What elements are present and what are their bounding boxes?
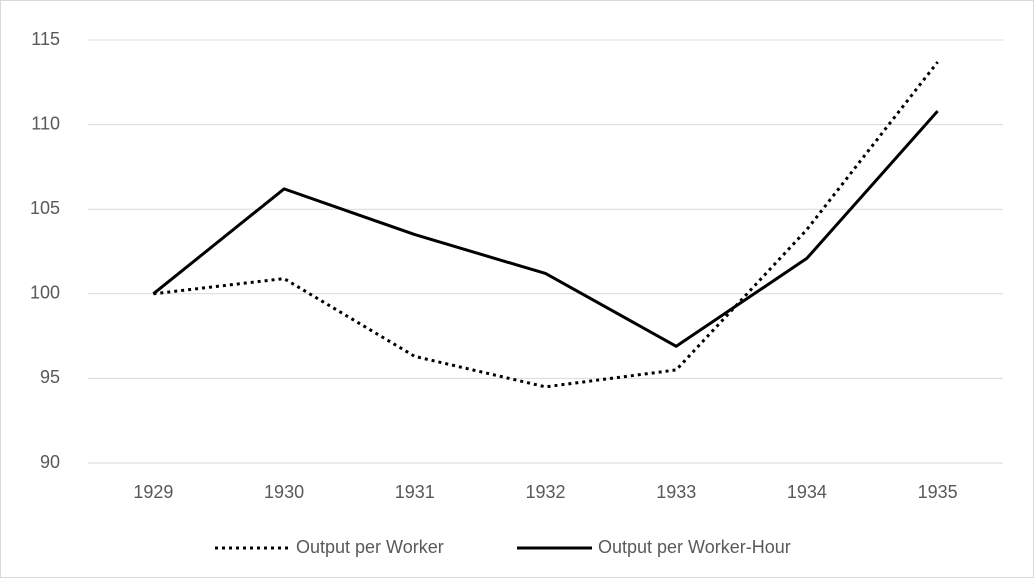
- y-tick-label: 105: [30, 198, 60, 218]
- y-tick-label: 115: [31, 29, 60, 49]
- y-tick-label: 100: [30, 283, 60, 303]
- x-tick-label: 1935: [918, 482, 958, 502]
- x-tick-label: 1934: [787, 482, 827, 502]
- x-tick-label: 1930: [264, 482, 304, 502]
- y-tick-label: 90: [40, 452, 60, 472]
- x-tick-label: 1929: [133, 482, 173, 502]
- y-tick-label: 95: [40, 367, 60, 387]
- x-tick-label: 1931: [395, 482, 435, 502]
- legend-label: Output per Worker-Hour: [598, 537, 791, 557]
- legend-label: Output per Worker: [296, 537, 444, 557]
- y-tick-label: 110: [31, 113, 60, 133]
- x-tick-label: 1932: [525, 482, 565, 502]
- data-line: [152, 110, 939, 348]
- x-tick-label: 1933: [656, 482, 696, 502]
